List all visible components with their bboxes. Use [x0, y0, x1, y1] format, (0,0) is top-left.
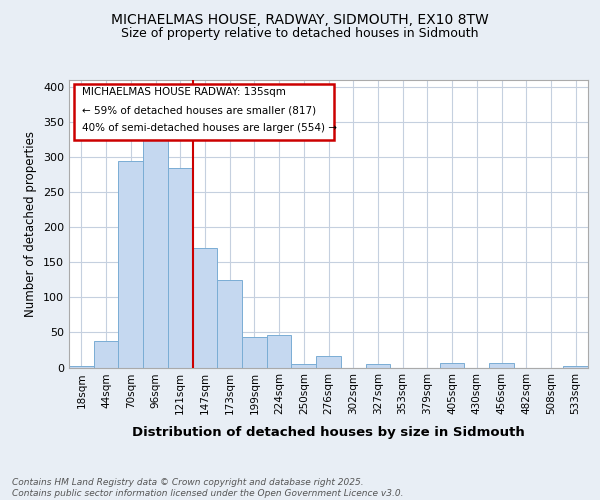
- Bar: [217, 280, 242, 368]
- FancyBboxPatch shape: [74, 84, 334, 140]
- Bar: [242, 338, 267, 368]
- Bar: [267, 335, 292, 368]
- Bar: [69, 366, 94, 368]
- X-axis label: Distribution of detached houses by size in Sidmouth: Distribution of detached houses by size …: [132, 426, 525, 438]
- Bar: [489, 364, 514, 368]
- Bar: [365, 364, 390, 368]
- Bar: [563, 366, 588, 368]
- Bar: [143, 136, 168, 368]
- Text: Contains HM Land Registry data © Crown copyright and database right 2025.
Contai: Contains HM Land Registry data © Crown c…: [12, 478, 404, 498]
- Bar: [440, 364, 464, 368]
- Text: ← 59% of detached houses are smaller (817): ← 59% of detached houses are smaller (81…: [82, 106, 316, 116]
- Bar: [292, 364, 316, 368]
- Text: Size of property relative to detached houses in Sidmouth: Size of property relative to detached ho…: [121, 28, 479, 40]
- Text: 40% of semi-detached houses are larger (554) →: 40% of semi-detached houses are larger (…: [82, 124, 337, 134]
- Text: MICHAELMAS HOUSE RADWAY: 135sqm: MICHAELMAS HOUSE RADWAY: 135sqm: [82, 87, 286, 97]
- Y-axis label: Number of detached properties: Number of detached properties: [25, 130, 37, 317]
- Bar: [118, 160, 143, 368]
- Bar: [193, 248, 217, 368]
- Bar: [168, 168, 193, 368]
- Bar: [316, 356, 341, 368]
- Bar: [94, 341, 118, 367]
- Text: MICHAELMAS HOUSE, RADWAY, SIDMOUTH, EX10 8TW: MICHAELMAS HOUSE, RADWAY, SIDMOUTH, EX10…: [111, 12, 489, 26]
